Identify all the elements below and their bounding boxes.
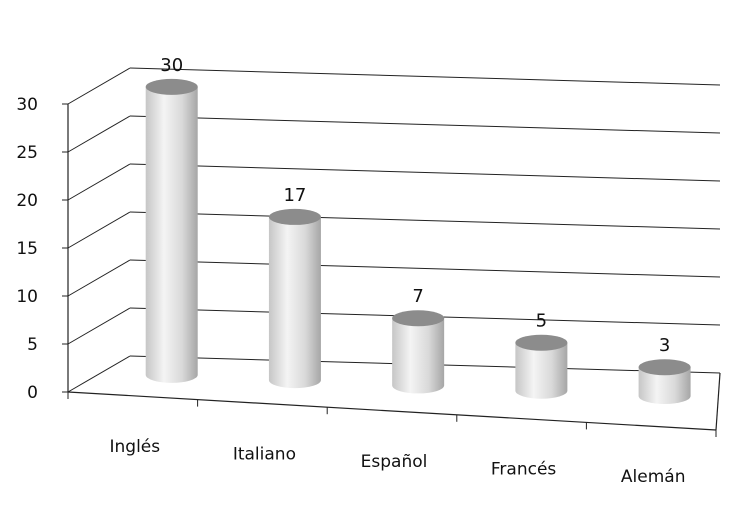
gridline-15 bbox=[129, 211, 721, 230]
bar-top-4 bbox=[638, 359, 691, 376]
bar-4 bbox=[638, 359, 691, 405]
side-gridline-25 bbox=[67, 115, 131, 153]
gridline-20 bbox=[129, 163, 721, 182]
bar-body-0 bbox=[145, 86, 198, 383]
y-tick-label-25: 25 bbox=[16, 143, 38, 163]
bar-body-3 bbox=[515, 342, 568, 399]
side-gridline-15 bbox=[67, 211, 131, 249]
y-tick-label-0: 0 bbox=[27, 383, 38, 403]
y-tick-label-20: 20 bbox=[16, 191, 38, 211]
bar-body-1 bbox=[268, 216, 321, 389]
x-axis-line bbox=[67, 391, 717, 431]
side-gridline-5 bbox=[67, 307, 131, 345]
category-label-1: Italiano bbox=[233, 444, 296, 464]
data-label-0: 30 bbox=[160, 55, 183, 76]
bar-body-4 bbox=[638, 367, 691, 405]
floor-right-edge bbox=[715, 372, 721, 431]
bar-0 bbox=[145, 78, 198, 383]
gridline-10 bbox=[129, 259, 721, 278]
bar-3 bbox=[515, 334, 568, 399]
category-label-3: Francés bbox=[491, 460, 557, 480]
labels: 0 5 10 15 20 25 30 30 17 7 5 3 Inglés Italiano Español… bbox=[16, 55, 685, 487]
side-gridline-20 bbox=[67, 163, 131, 201]
data-label-3: 5 bbox=[536, 311, 547, 332]
axes bbox=[62, 103, 721, 437]
side-gridline-30 bbox=[67, 67, 131, 105]
data-label-4: 3 bbox=[659, 335, 670, 356]
bar-2 bbox=[392, 310, 445, 394]
data-label-2: 7 bbox=[412, 286, 423, 307]
side-gridline-0 bbox=[67, 355, 131, 393]
category-label-4: Alemán bbox=[621, 467, 686, 487]
side-gridline-10 bbox=[67, 259, 131, 297]
bar-top-3 bbox=[515, 334, 568, 351]
y-tick-label-5: 5 bbox=[27, 335, 38, 355]
bar-top-1 bbox=[268, 208, 321, 225]
category-label-2: Español bbox=[361, 452, 428, 472]
data-label-1: 17 bbox=[283, 185, 306, 206]
category-label-0: Inglés bbox=[109, 437, 160, 457]
y-tick-label-10: 10 bbox=[16, 287, 38, 307]
gridline-30 bbox=[129, 67, 721, 86]
y-tick-label-15: 15 bbox=[16, 239, 38, 259]
bar-body-2 bbox=[392, 318, 445, 394]
bars bbox=[145, 78, 691, 405]
gridline-25 bbox=[129, 115, 721, 134]
bar-top-2 bbox=[392, 310, 445, 327]
bar-1 bbox=[268, 208, 321, 389]
bar-top-0 bbox=[145, 78, 198, 95]
gridlines bbox=[67, 67, 721, 393]
y-tick-label-30: 30 bbox=[16, 95, 38, 115]
